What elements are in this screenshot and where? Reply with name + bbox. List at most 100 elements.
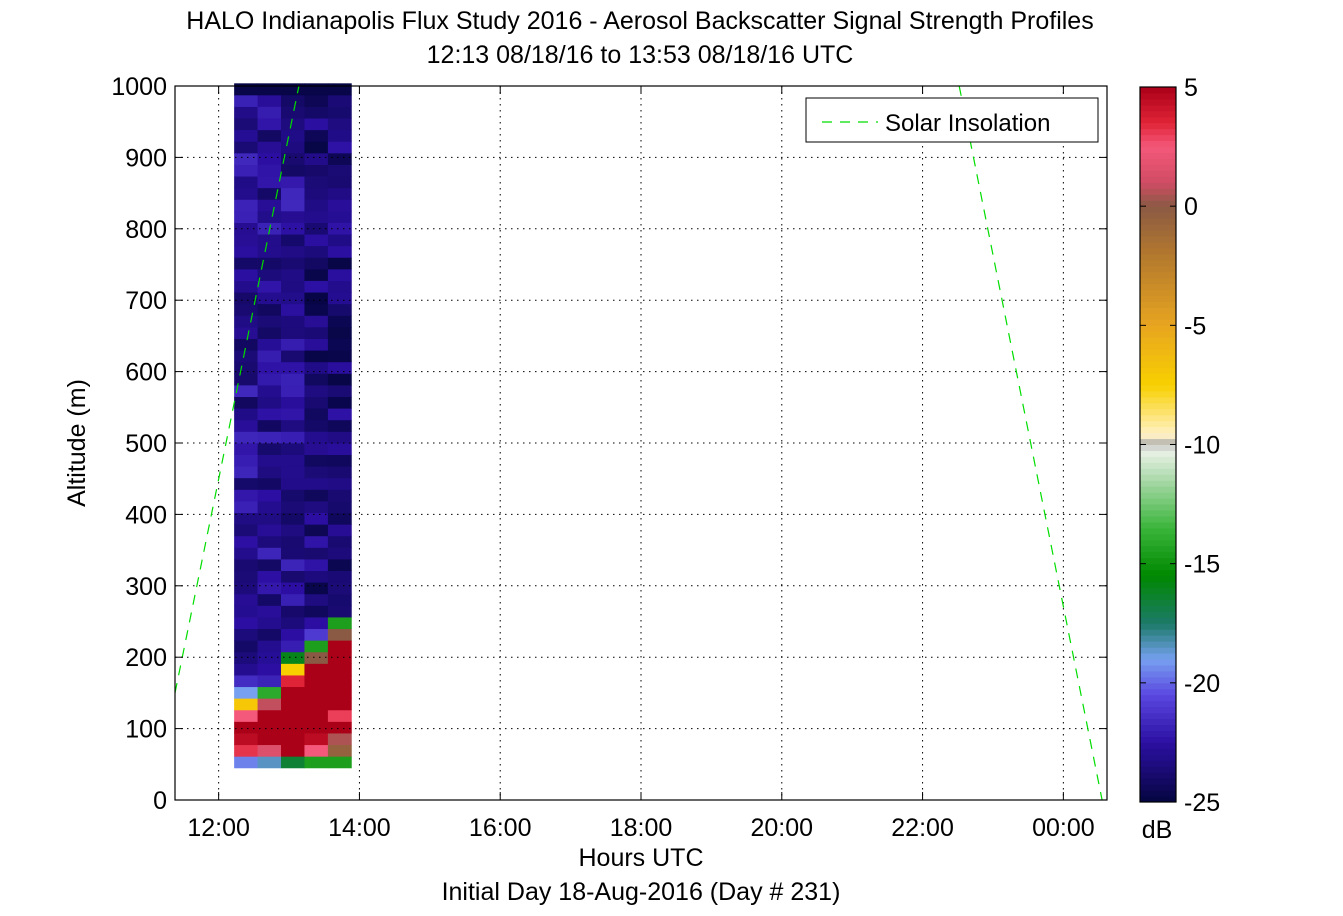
heatmap-cell	[327, 384, 352, 397]
colorbar-tick-label: -10	[1184, 432, 1220, 460]
heatmap-cell	[234, 454, 258, 467]
heatmap-cell	[234, 106, 258, 119]
colorbar-segment	[1140, 581, 1176, 588]
y-tick-label: 200	[125, 644, 167, 672]
colorbar-segment	[1140, 331, 1176, 338]
heatmap-cell	[234, 118, 258, 131]
heatmap-cell	[281, 501, 305, 514]
heatmap-cell	[327, 176, 352, 189]
colorbar-segment	[1140, 444, 1176, 451]
colorbar-segment	[1140, 587, 1176, 594]
heatmap-cell	[281, 408, 305, 421]
heatmap-cell	[257, 443, 282, 455]
colorbar-segment	[1140, 778, 1176, 785]
colorbar-segment	[1140, 653, 1176, 660]
heatmap-cell	[281, 709, 305, 722]
heatmap-cell	[304, 419, 329, 432]
colorbar-gradient	[1140, 87, 1176, 803]
colorbar-segment	[1140, 599, 1176, 606]
colorbar-segment	[1140, 694, 1176, 702]
colorbar-ticks: 5 0 -5 -10 -15 -20 -25	[1140, 74, 1220, 817]
heatmap-cell	[327, 245, 352, 258]
heatmap-cell	[234, 210, 258, 223]
heatmap-cell	[304, 187, 329, 200]
heatmap-cell	[257, 315, 282, 328]
heatmap-cell	[327, 744, 352, 757]
heatmap-cell	[327, 222, 352, 235]
y-tick-label: 700	[125, 287, 167, 315]
heatmap-cell	[257, 83, 282, 96]
heatmap-cell	[257, 338, 282, 351]
colorbar-segment	[1140, 748, 1176, 755]
colorbar-segment	[1140, 218, 1176, 225]
colorbar-segment	[1140, 516, 1176, 523]
heatmap-cell	[304, 524, 329, 537]
colorbar-segment	[1140, 498, 1176, 505]
colorbar-segment	[1140, 462, 1176, 469]
colorbar-segment	[1140, 766, 1176, 773]
heatmap-cell	[234, 384, 258, 397]
colorbar-segment	[1140, 718, 1176, 726]
colorbar-segment	[1140, 390, 1176, 398]
heatmap-cell	[234, 605, 258, 618]
heatmap-cell	[234, 303, 258, 316]
colorbar-segment	[1140, 712, 1176, 720]
heatmap-cell	[304, 709, 329, 722]
heatmap-cell	[234, 83, 258, 96]
heatmap-cell	[257, 675, 282, 688]
colorbar-segment	[1140, 283, 1176, 291]
colorbar-segment	[1140, 92, 1176, 100]
heatmap-cell	[304, 338, 329, 351]
heatmap-cell	[304, 373, 329, 386]
heatmap-cell	[304, 199, 329, 212]
colorbar-segment	[1140, 152, 1176, 159]
colorbar-segment	[1140, 265, 1176, 273]
x-tick-label: 20:00	[751, 814, 814, 842]
heatmap-cell	[257, 709, 282, 722]
heatmap-cell	[234, 152, 258, 165]
heatmap-cell	[304, 698, 329, 711]
colorbar-segment	[1140, 593, 1176, 600]
colorbar-segment	[1140, 259, 1176, 267]
legend: Solar Insolation	[805, 97, 1099, 143]
colorbar-segment	[1140, 158, 1176, 165]
heatmap-cell	[257, 756, 282, 769]
heatmap-cell	[281, 187, 305, 200]
heatmap-cell	[257, 118, 282, 131]
heatmap-cell	[327, 326, 352, 339]
heatmap-cell	[281, 303, 305, 316]
heatmap-cell	[327, 593, 352, 606]
colorbar-segment	[1140, 486, 1176, 493]
heatmap-cell	[304, 350, 329, 363]
colorbar-segment	[1140, 241, 1176, 249]
heatmap-cell	[327, 489, 352, 502]
heatmap-cell	[234, 512, 258, 525]
heatmap-cell	[234, 419, 258, 432]
colorbar-segment	[1140, 367, 1176, 374]
colorbar-segment	[1140, 659, 1176, 666]
y-tick-label: 800	[125, 216, 167, 244]
colorbar-segment	[1140, 355, 1176, 362]
heatmap-cell	[234, 477, 258, 490]
heatmap-cell	[257, 559, 282, 572]
heatmap-cell	[257, 303, 282, 316]
heatmap-cell	[234, 501, 258, 514]
heatmap-cell	[327, 210, 352, 223]
colorbar-segment	[1140, 313, 1176, 320]
colorbar-segment	[1140, 104, 1176, 112]
heatmap-cell	[257, 501, 282, 514]
heatmap-cell	[304, 164, 329, 177]
colorbar-segment	[1140, 402, 1176, 410]
colorbar-segment	[1140, 521, 1176, 529]
heatmap-cell	[281, 199, 305, 212]
colorbar-segment	[1140, 504, 1176, 511]
heatmap-cell	[327, 721, 352, 734]
heatmap-cell	[304, 501, 329, 514]
chart-title: HALO Indianapolis Flux Study 2016 - Aero…	[186, 7, 1093, 35]
heatmap-cell	[304, 384, 329, 397]
heatmap-cell	[234, 245, 258, 258]
colorbar-segment	[1140, 426, 1176, 434]
heatmap-cell	[257, 663, 282, 676]
heatmap-cell	[304, 94, 329, 107]
heatmap-cell	[327, 106, 352, 119]
